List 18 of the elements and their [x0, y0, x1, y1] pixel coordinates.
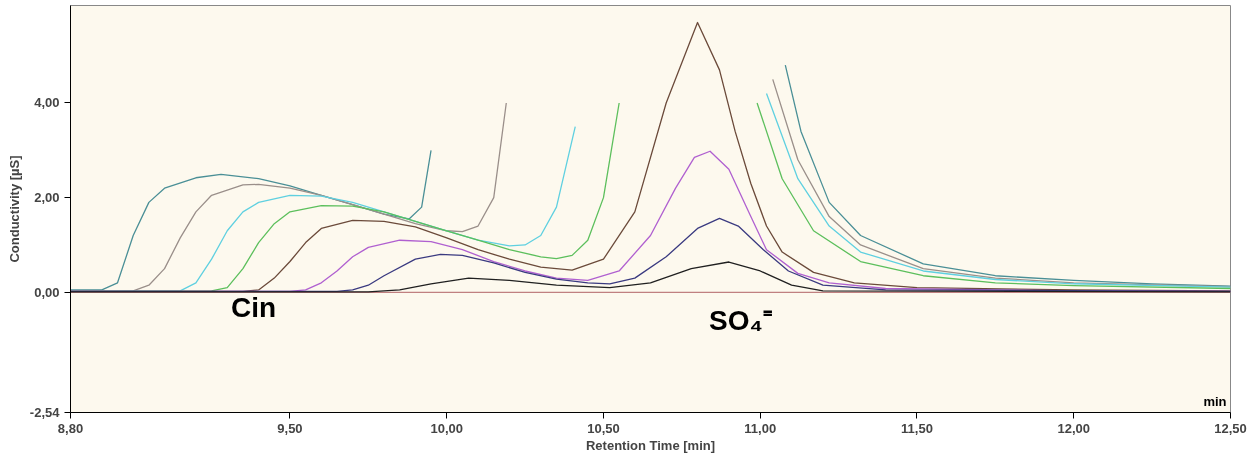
- y-tick-label: 0,00: [34, 284, 60, 300]
- x-tick-label: 10,50: [587, 420, 620, 436]
- annotation: Cin: [230, 292, 277, 323]
- y-tick-label: 2,00: [34, 190, 60, 206]
- x-tick-label: 11,00: [744, 420, 777, 436]
- x-tick-label: 12,50: [1214, 420, 1247, 436]
- y-tick-label: 4,00: [34, 95, 60, 111]
- y-tick-label: -2,54: [29, 405, 61, 420]
- annotation: min: [1203, 393, 1227, 409]
- line-series: [70, 261, 1231, 293]
- y-axis-title: Conductivity [µS]: [6, 155, 22, 263]
- annotation: SO₄⁼: [709, 305, 772, 336]
- x-tick-label: 10,00: [430, 420, 463, 436]
- x-axis-title: Retention Time [min]: [585, 437, 716, 453]
- x-tick-label: 9,50: [277, 420, 303, 436]
- x-tick-label: 12,00: [1057, 420, 1091, 436]
- x-tick-label: 8,80: [57, 420, 84, 436]
- x-tick-label: 11,50: [901, 420, 933, 436]
